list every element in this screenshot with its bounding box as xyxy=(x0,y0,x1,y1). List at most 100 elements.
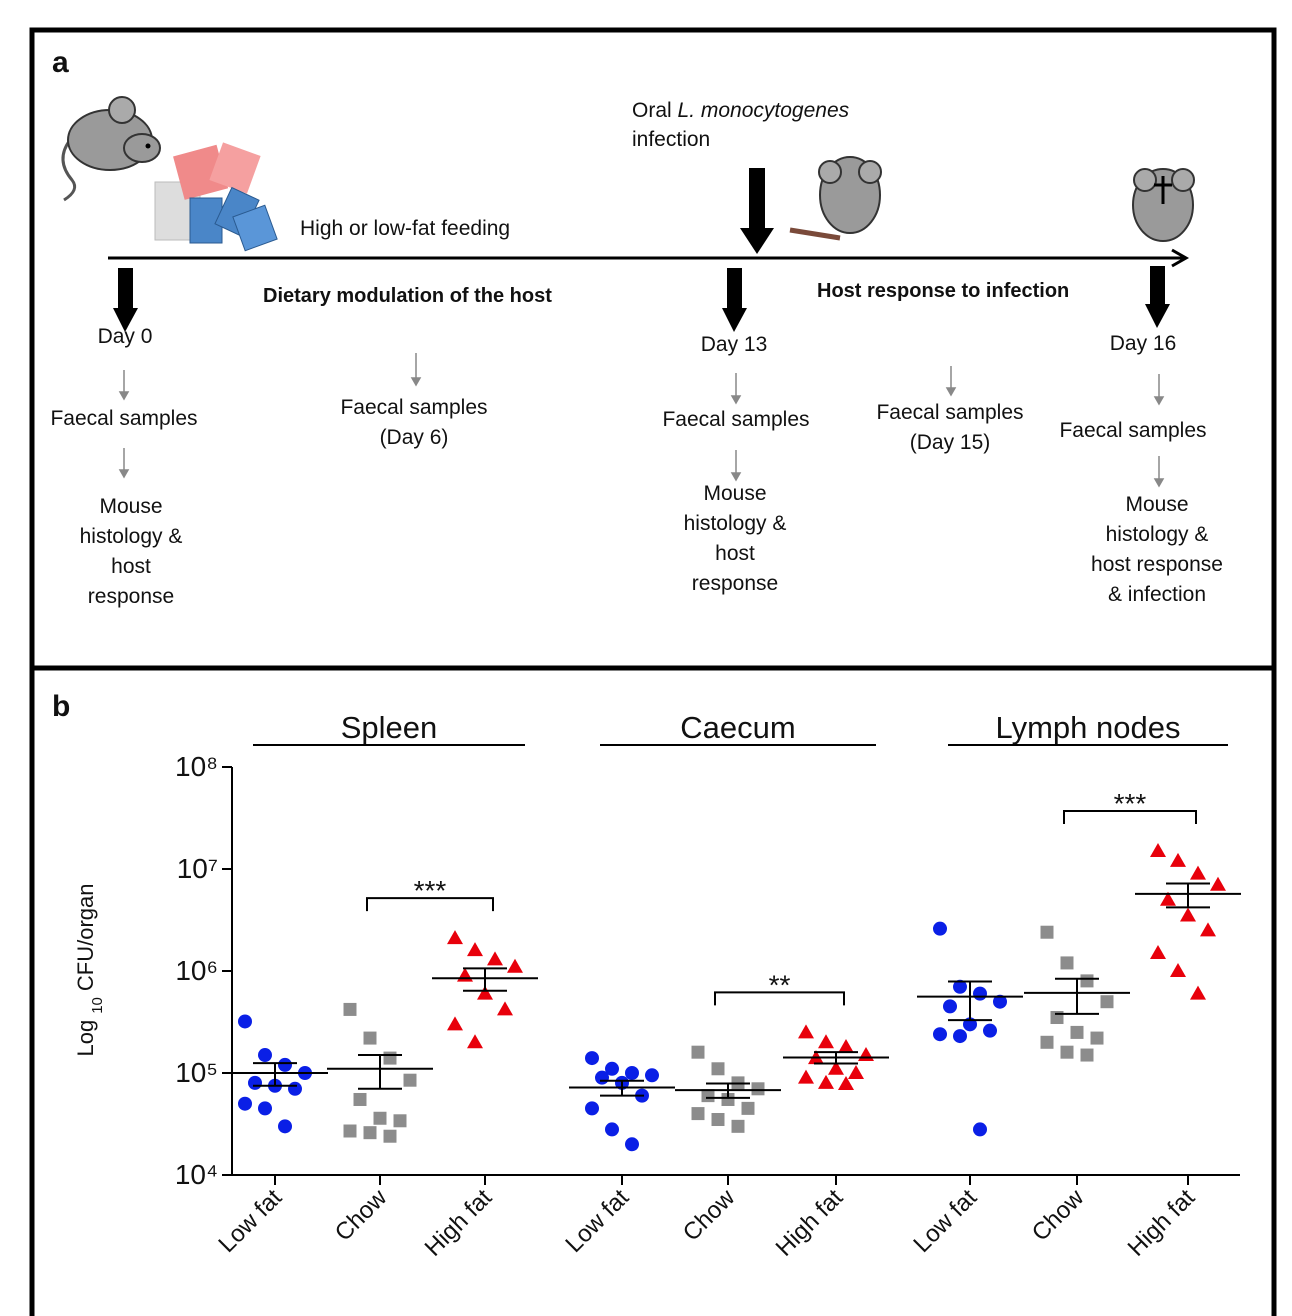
y-tick-label: 10⁴ xyxy=(175,1159,218,1190)
point xyxy=(933,921,947,936)
point xyxy=(507,958,523,973)
step-label: Mouse xyxy=(1125,493,1188,516)
y-tick-label: 10⁸ xyxy=(175,751,218,782)
point xyxy=(383,1129,397,1143)
phase-label: Dietary modulation of the host xyxy=(263,285,552,307)
interim-label: Faecal samples xyxy=(340,396,487,419)
step-label: Faecal samples xyxy=(662,408,809,431)
y-tick-label: 10⁶ xyxy=(175,955,218,986)
y-axis-label: Log 10 CFU/organ xyxy=(73,884,106,1057)
point xyxy=(343,1002,357,1016)
point xyxy=(248,1075,262,1090)
point xyxy=(943,999,957,1014)
point xyxy=(838,1038,854,1053)
point xyxy=(1060,1045,1074,1059)
point xyxy=(818,1074,834,1089)
point xyxy=(447,930,463,945)
step-label: host response xyxy=(1091,553,1223,576)
point xyxy=(1170,963,1186,977)
point xyxy=(343,1124,357,1138)
point xyxy=(1160,891,1176,906)
point xyxy=(953,979,967,994)
point xyxy=(585,1101,599,1116)
day-label: Day 16 xyxy=(1110,332,1177,355)
infection-label: infection xyxy=(632,128,710,151)
point xyxy=(711,1062,725,1076)
point xyxy=(497,1001,513,1016)
point xyxy=(1080,974,1094,988)
infection-species: L. monocytogenes xyxy=(678,99,850,122)
point xyxy=(798,1069,814,1084)
point xyxy=(1040,1035,1054,1049)
point xyxy=(751,1082,765,1096)
step-label: Mouse xyxy=(703,482,766,505)
step-label: Faecal samples xyxy=(50,407,197,430)
point xyxy=(691,1045,705,1059)
significance-label: *** xyxy=(414,875,447,906)
point xyxy=(1070,1025,1084,1039)
food-pellets xyxy=(154,142,278,252)
point xyxy=(477,985,493,1000)
step-label: host xyxy=(111,555,151,578)
point xyxy=(363,1126,377,1140)
panel-label: a xyxy=(52,46,69,79)
point xyxy=(1060,956,1074,970)
step-label: histology & xyxy=(1106,523,1209,546)
phase-label: Host response to infection xyxy=(817,280,1069,302)
interim-label: (Day 6) xyxy=(380,426,449,449)
point xyxy=(953,1029,967,1044)
day-label: Day 0 xyxy=(98,325,153,348)
point xyxy=(1090,1031,1104,1045)
panel-label: b xyxy=(52,690,70,723)
point xyxy=(1150,945,1166,960)
point xyxy=(467,1034,483,1049)
point xyxy=(741,1101,755,1115)
interim-label: (Day 15) xyxy=(910,431,991,454)
point xyxy=(798,1024,814,1039)
point xyxy=(721,1092,735,1106)
point xyxy=(467,942,483,957)
point xyxy=(1210,876,1226,891)
timeline-head xyxy=(1171,248,1190,268)
point xyxy=(258,1101,272,1116)
point xyxy=(731,1119,745,1133)
point xyxy=(993,994,1007,1009)
y-label-part: 10 xyxy=(89,997,106,1014)
mouse-icon xyxy=(789,156,882,241)
significance-bracket xyxy=(1063,810,1197,825)
point xyxy=(363,1031,377,1045)
y-label-part: CFU/organ xyxy=(73,884,98,992)
point xyxy=(1180,907,1196,922)
point xyxy=(353,1092,367,1106)
significance-bracket xyxy=(366,897,494,912)
point xyxy=(1170,852,1186,867)
group-title: Lymph nodes xyxy=(996,710,1181,745)
point xyxy=(973,1122,987,1137)
small-arrows xyxy=(118,353,1165,488)
step-label: histology & xyxy=(684,512,787,535)
step-label: response xyxy=(692,572,778,595)
group-title: Spleen xyxy=(341,710,438,745)
step-label: host xyxy=(715,542,755,565)
infection-prefix: Oral xyxy=(632,99,672,122)
point xyxy=(848,1065,864,1079)
point xyxy=(288,1081,302,1096)
point xyxy=(818,1034,834,1049)
step-label: histology & xyxy=(80,525,183,548)
point xyxy=(278,1057,292,1072)
interim-label: Faecal samples xyxy=(876,401,1023,424)
point xyxy=(238,1014,252,1029)
y-label-part: Log xyxy=(73,1020,98,1057)
mouse-icon xyxy=(1132,168,1195,242)
point xyxy=(595,1070,609,1085)
down-arrows xyxy=(113,168,1170,332)
point xyxy=(625,1137,639,1152)
y-tick-label: 10⁷ xyxy=(177,853,218,884)
point xyxy=(645,1068,659,1083)
point xyxy=(258,1048,272,1063)
point xyxy=(711,1113,725,1127)
step-label: & infection xyxy=(1108,583,1206,606)
point xyxy=(828,1060,844,1075)
